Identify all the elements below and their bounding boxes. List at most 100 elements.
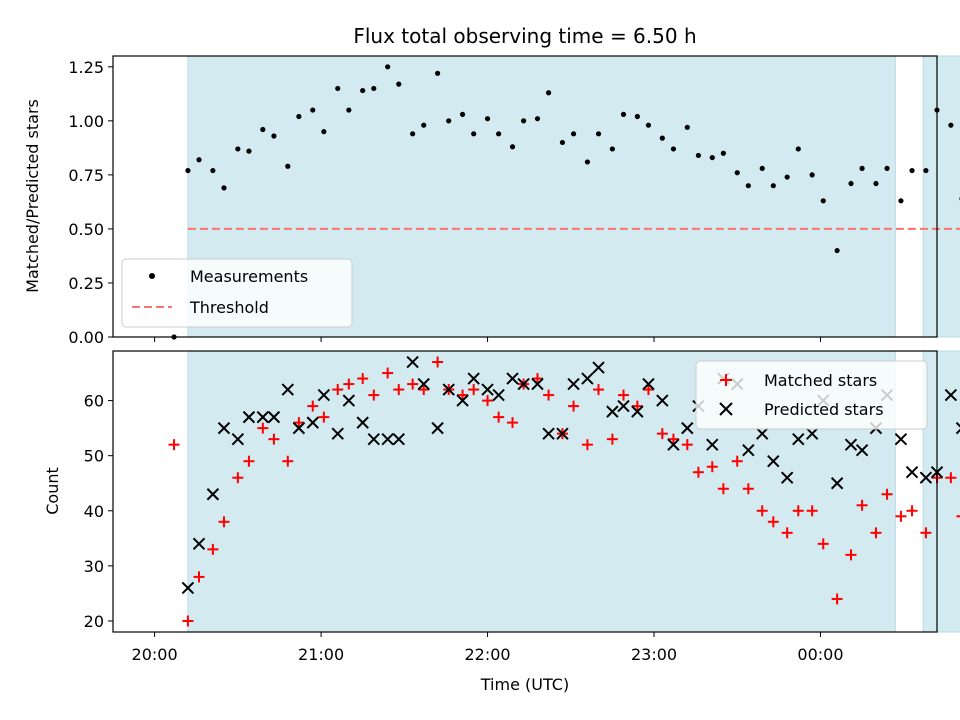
matched-star-point bbox=[881, 488, 893, 500]
legend-threshold-label: Threshold bbox=[189, 298, 269, 317]
matched-star-point bbox=[307, 400, 319, 412]
predicted-star-point bbox=[592, 361, 605, 374]
bottom-ytick-label: 20 bbox=[84, 612, 104, 631]
bottom-xtick-label: 20:00 bbox=[132, 645, 178, 664]
matched-star-point bbox=[418, 384, 430, 396]
measurement-point bbox=[235, 146, 241, 152]
measurement-point bbox=[595, 131, 602, 137]
predicted-star-point bbox=[606, 405, 619, 418]
predicted-star-point bbox=[206, 488, 220, 501]
matched-star-point bbox=[681, 439, 693, 451]
matched-star-point bbox=[731, 455, 743, 467]
predicted-star-point bbox=[706, 438, 719, 451]
matched-star-point bbox=[531, 373, 543, 385]
matched-star-point bbox=[945, 472, 957, 484]
bottom-xtick-label: 23:00 bbox=[631, 645, 677, 664]
matched-star-point bbox=[906, 505, 918, 517]
measurement-point bbox=[848, 180, 854, 187]
predicted-star-point bbox=[306, 416, 319, 429]
matched-star-point bbox=[870, 527, 882, 539]
matched-star-point bbox=[656, 428, 668, 440]
measurement-point bbox=[271, 133, 277, 139]
measurement-point bbox=[634, 113, 640, 120]
predicted-star-point bbox=[792, 432, 805, 446]
matched-star-point bbox=[318, 411, 330, 423]
measurement-point bbox=[459, 111, 466, 117]
measurement-point bbox=[371, 85, 377, 92]
predicted-star-point bbox=[256, 410, 270, 424]
matched-star-point bbox=[920, 527, 932, 539]
measurement-point bbox=[695, 152, 702, 159]
matched-star-point bbox=[756, 505, 768, 517]
measurement-point bbox=[210, 167, 216, 174]
measurement-point bbox=[421, 122, 427, 128]
matched-star-point bbox=[692, 466, 704, 478]
matched-star-point bbox=[343, 378, 355, 390]
measurement-point bbox=[709, 154, 715, 161]
legend-measurements-label: Measurements bbox=[190, 267, 308, 286]
predicted-star-point bbox=[517, 377, 530, 391]
measurement-point bbox=[471, 131, 477, 137]
predicted-star-point bbox=[456, 394, 469, 407]
legend-measurement-marker bbox=[149, 273, 155, 279]
predicted-star-point bbox=[442, 383, 455, 396]
predicted-star-point bbox=[467, 372, 480, 385]
measurement-point bbox=[196, 157, 202, 163]
predicted-star-point bbox=[431, 421, 444, 435]
matched-star-point bbox=[357, 373, 369, 385]
bottom-xtick-label: 22:00 bbox=[464, 645, 510, 664]
measurement-point bbox=[285, 163, 291, 169]
bottom-axes-frame bbox=[112, 350, 938, 633]
measurement-point bbox=[873, 180, 879, 187]
matched-star-point bbox=[468, 384, 480, 396]
measurement-point bbox=[260, 126, 266, 133]
top-ytick-label: 0.50 bbox=[68, 220, 104, 239]
top-legend-box bbox=[121, 258, 353, 328]
predicted-star-point bbox=[944, 388, 958, 402]
bottom-ytick-label: 60 bbox=[84, 392, 104, 411]
measurement-point bbox=[809, 172, 815, 178]
measurement-point bbox=[759, 165, 765, 171]
matched-star-point bbox=[257, 422, 269, 434]
measurement-point bbox=[559, 139, 566, 146]
measurement-point bbox=[720, 150, 726, 156]
matched-star-point bbox=[218, 516, 230, 528]
bottom-matched-points bbox=[168, 356, 960, 627]
bottom-ytick-label: 30 bbox=[84, 557, 104, 576]
top-legend: Measurements Threshold bbox=[121, 258, 353, 328]
measurement-point bbox=[898, 198, 904, 204]
measurement-point bbox=[745, 183, 751, 189]
measurement-point bbox=[909, 167, 915, 174]
predicted-star-point bbox=[181, 581, 195, 595]
predicted-star-point bbox=[581, 372, 594, 385]
matched-star-point bbox=[642, 384, 654, 396]
matched-star-point bbox=[332, 384, 344, 396]
top-ytick-label: 1.25 bbox=[68, 58, 104, 77]
matched-star-point bbox=[282, 455, 294, 467]
matched-star-point bbox=[393, 384, 405, 396]
matched-star-point bbox=[956, 515, 960, 518]
predicted-star-point bbox=[556, 427, 569, 440]
measurement-point bbox=[221, 185, 227, 191]
top-y-axis-label: Matched/Predicted stars bbox=[23, 99, 42, 293]
matched-star-point bbox=[207, 543, 219, 555]
matched-star-point bbox=[856, 499, 868, 511]
predicted-star-point bbox=[481, 383, 494, 396]
bottom-x-axis-label: Time (UTC) bbox=[480, 675, 569, 694]
measurement-point bbox=[246, 148, 252, 154]
predicted-star-point bbox=[830, 477, 844, 490]
measurement-point bbox=[521, 118, 527, 124]
bottom-legend-box bbox=[695, 360, 928, 430]
bottom-xtick-label: 00:00 bbox=[797, 645, 843, 664]
matched-star-point bbox=[742, 483, 754, 495]
measurement-point bbox=[484, 116, 491, 122]
bottom-x-ticks: 20:0021:0022:0023:0000:0001:0002:0003:00… bbox=[132, 632, 844, 664]
matched-star-point bbox=[243, 455, 255, 467]
measurement-point bbox=[684, 124, 690, 130]
measurement-point bbox=[296, 113, 302, 120]
measurement-point bbox=[784, 174, 790, 180]
matched-star-point bbox=[232, 472, 244, 484]
predicted-star-point bbox=[331, 427, 344, 440]
